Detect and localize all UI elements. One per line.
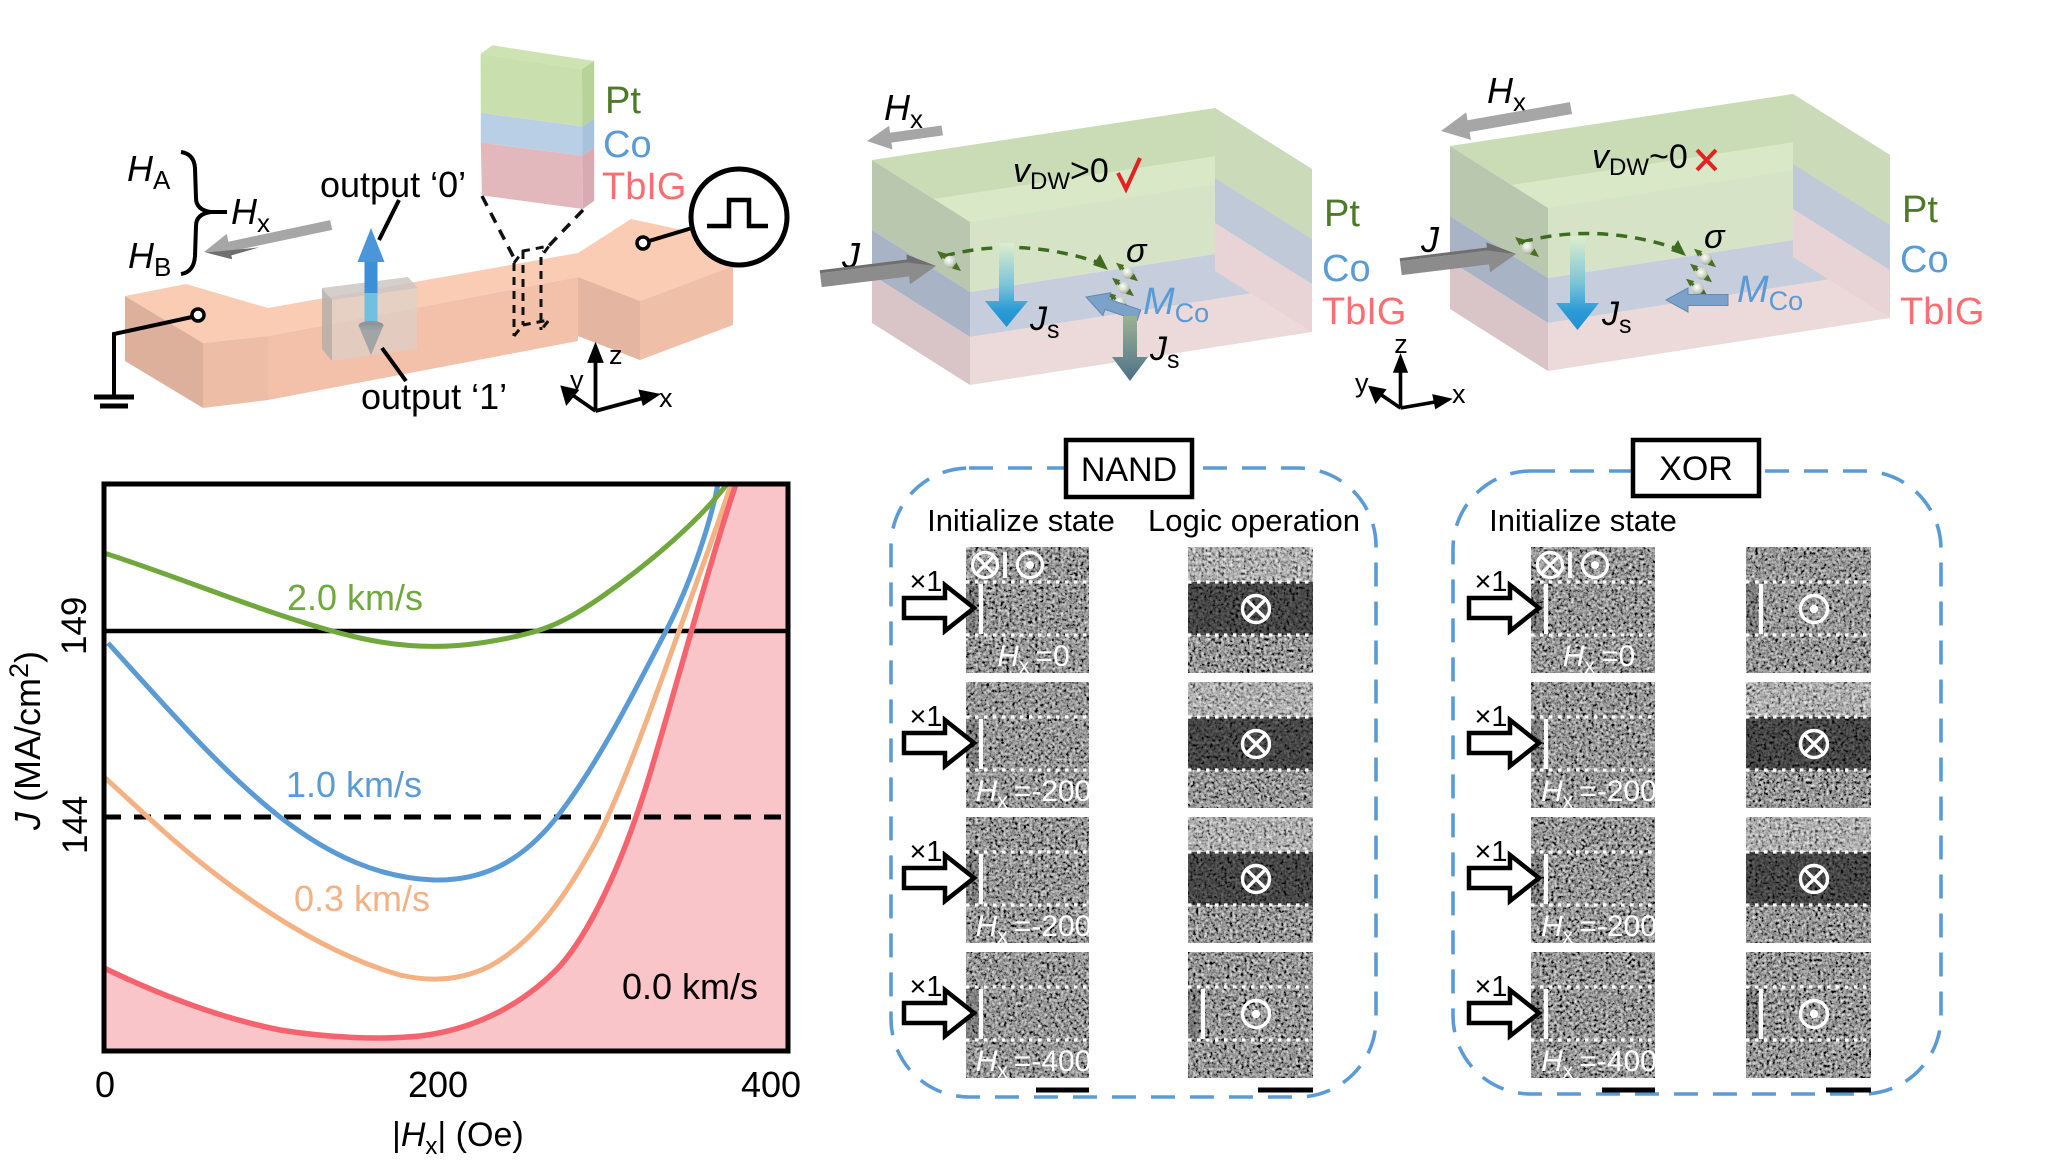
svg-text:149: 149 <box>55 597 94 655</box>
svg-text:Hx =-200: Hx =-200 <box>1541 910 1657 948</box>
svg-text:TbIG: TbIG <box>1322 291 1406 333</box>
svg-text:Hx: Hx <box>1487 70 1526 117</box>
svg-text:Initialize state: Initialize state <box>1489 503 1677 538</box>
svg-text:Co: Co <box>1322 248 1371 290</box>
svg-text:2.0 km/s: 2.0 km/s <box>287 577 423 618</box>
svg-text:y: y <box>1355 368 1369 398</box>
svg-text:×1: ×1 <box>1474 566 1507 598</box>
svg-text:J (MA/cm2): J (MA/cm2) <box>4 651 48 831</box>
svg-text:×1: ×1 <box>909 566 942 598</box>
svg-text:|Hx| (Oe): |Hx| (Oe) <box>392 1116 524 1160</box>
svg-text:TbIG: TbIG <box>602 166 686 208</box>
svg-text:Hx =-200: Hx =-200 <box>976 775 1092 813</box>
svg-text:Hx =-200: Hx =-200 <box>976 910 1092 948</box>
svg-text:Co: Co <box>1900 239 1949 281</box>
svg-text:×1: ×1 <box>909 836 942 868</box>
svg-text:Co: Co <box>603 124 652 166</box>
svg-text:0.3 km/s: 0.3 km/s <box>294 878 430 919</box>
svg-text:NAND: NAND <box>1081 451 1177 489</box>
svg-text:XOR: XOR <box>1659 450 1733 488</box>
svg-text:Hx =-200: Hx =-200 <box>1541 775 1657 813</box>
svg-text:×1: ×1 <box>909 701 942 733</box>
svg-text:144: 144 <box>56 796 95 854</box>
svg-text:y: y <box>570 365 584 395</box>
svg-text:400: 400 <box>741 1064 801 1105</box>
svg-text:σ: σ <box>1126 232 1148 270</box>
svg-text:Pt: Pt <box>1902 189 1938 231</box>
svg-text:Hx =-400: Hx =-400 <box>1541 1045 1657 1083</box>
svg-text:Initialize state: Initialize state <box>927 503 1115 538</box>
svg-text:z: z <box>1394 329 1408 359</box>
svg-text:×1: ×1 <box>1474 836 1507 868</box>
svg-text:Pt: Pt <box>605 80 641 122</box>
svg-text:J: J <box>1420 219 1440 260</box>
svg-text:×1: ×1 <box>1474 701 1507 733</box>
svg-text:x: x <box>1452 379 1466 409</box>
svg-text:Hx =0: Hx =0 <box>997 640 1069 678</box>
svg-text:0: 0 <box>95 1064 115 1105</box>
svg-text:TbIG: TbIG <box>1900 291 1984 333</box>
svg-text:σ: σ <box>1704 218 1726 256</box>
svg-text:0.0 km/s: 0.0 km/s <box>622 966 758 1007</box>
svg-text:Hx =0: Hx =0 <box>1563 640 1635 678</box>
svg-text:200: 200 <box>408 1064 468 1105</box>
svg-text:Logic operation: Logic operation <box>1148 503 1360 538</box>
svg-text:output ‘1’: output ‘1’ <box>361 376 507 417</box>
svg-text:Hx =-400: Hx =-400 <box>976 1045 1092 1083</box>
svg-text:output ‘0’: output ‘0’ <box>320 164 466 205</box>
svg-text:vDW~0: vDW~0 <box>1592 138 1688 181</box>
svg-text:z: z <box>609 340 623 370</box>
svg-text:x: x <box>659 383 673 413</box>
svg-text:Pt: Pt <box>1324 193 1360 235</box>
svg-text:×1: ×1 <box>909 971 942 1003</box>
svg-text:1.0 km/s: 1.0 km/s <box>286 764 422 805</box>
svg-text:×1: ×1 <box>1474 971 1507 1003</box>
